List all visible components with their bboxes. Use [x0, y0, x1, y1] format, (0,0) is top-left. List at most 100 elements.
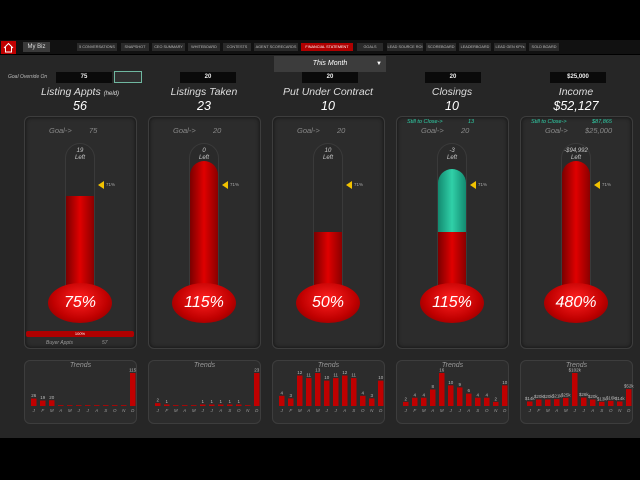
- trend-svg-2: 4 J 3 F 12 M 11 A 13 M 10 J 11 J 12 A 11 S 4 O 3 N 10 D: [279, 368, 384, 413]
- trend-title-4: Trends: [565, 362, 588, 369]
- trend-data-label-2-10: 3: [370, 393, 373, 398]
- trend-data-label-4-10: $14k: [615, 396, 626, 401]
- closings-title: Closings: [392, 86, 512, 98]
- put-under-contract-percent: 50%: [296, 283, 360, 323]
- trend-data-label-2-9: 4: [361, 390, 364, 395]
- home-button[interactable]: [1, 41, 16, 54]
- put-under-contract-title: Put Under Contract: [268, 86, 388, 98]
- income-goal-value: $25,000: [585, 126, 613, 135]
- trend-title-0: Trends: [69, 362, 92, 369]
- listings-taken-left-word: Left: [198, 155, 209, 161]
- trend-month-label-3-7: A: [466, 408, 470, 413]
- income-thermometer: [561, 143, 591, 303]
- trend-month-label-2-11: D: [379, 408, 383, 413]
- trend-title-1: Trends: [193, 362, 216, 369]
- put-under-contract-goal-box[interactable]: 20: [302, 72, 358, 83]
- nav-tab-4[interactable]: CONTESTS: [223, 43, 251, 51]
- trend-data-label-1-7: 1: [219, 399, 222, 404]
- trend-data-label-4-6: $26k: [579, 392, 590, 397]
- trend-month-label-3-0: J: [404, 408, 408, 413]
- my-biz-button[interactable]: My Biz: [23, 42, 50, 52]
- trend-data-label-4-7: $20k: [588, 394, 599, 399]
- trend-data-label-2-7: 12: [342, 370, 348, 375]
- put-under-contract-marker-label: 71%: [354, 182, 364, 187]
- nav-tab-5[interactable]: AGENT SCORECARDS: [254, 43, 298, 51]
- trend-data-label-2-0: 4: [280, 390, 283, 395]
- trend-bar-1-9: [236, 404, 242, 406]
- trend-data-label-3-3: 8: [431, 384, 434, 389]
- nav-tab-2[interactable]: CEO SUMMARY: [152, 43, 185, 51]
- listings-taken-percent: 115%: [172, 283, 236, 323]
- trend-month-label-0-9: O: [113, 408, 117, 413]
- trend-month-label-4-5: J: [573, 408, 577, 413]
- nav-tab-6[interactable]: FINANCIAL STATEMENT: [301, 43, 353, 51]
- nav-tab-9[interactable]: SCOREBOARD: [426, 43, 456, 51]
- listing-appts-goal-marker-icon: [98, 181, 104, 189]
- closings-still-value: 13: [468, 119, 475, 125]
- trend-data-label-1-0: 2: [156, 398, 159, 403]
- trend-month-label-4-8: S: [600, 408, 603, 413]
- trend-month-label-1-11: D: [255, 408, 259, 413]
- trend-data-label-4-3: $21k: [552, 394, 563, 399]
- closings-value: 10: [445, 99, 459, 113]
- goal-override-value[interactable]: 75: [56, 72, 112, 83]
- income-goal-box[interactable]: $25,000: [550, 72, 606, 83]
- nav-tab-0[interactable]: 5 CONVERSATIONS: [77, 43, 117, 51]
- trend-data-label-3-5: 10: [448, 380, 454, 385]
- period-select[interactable]: This Month ▼: [274, 56, 386, 72]
- trend-month-label-4-2: M: [546, 408, 550, 413]
- trend-month-label-1-2: M: [174, 408, 178, 413]
- trend-data-label-1-9: 1: [237, 399, 240, 404]
- trend-title-2: Trends: [317, 362, 340, 369]
- trend-data-label-4-1: $20k: [534, 394, 545, 399]
- trend-bar-4-4: [563, 397, 569, 406]
- trend-month-label-1-5: J: [201, 408, 205, 413]
- trend-month-label-4-4: M: [564, 408, 568, 413]
- trend-data-label-1-8: 1: [228, 399, 231, 404]
- trend-bar-0-8: [103, 405, 109, 406]
- trend-bar-2-0: [279, 395, 285, 406]
- trend-bar-4-6: [581, 397, 587, 406]
- closings-thermometer: [437, 143, 467, 303]
- trend-data-label-4-2: $20k: [543, 394, 554, 399]
- nav-tab-10[interactable]: LEADERBOARD: [459, 43, 491, 51]
- closings-goal-box[interactable]: 20: [425, 72, 481, 83]
- trend-month-label-2-1: F: [289, 408, 292, 413]
- listing-appts-extra-bar: 100%: [26, 331, 134, 337]
- trend-month-label-1-10: N: [246, 408, 250, 413]
- trend-bar-4-5: [572, 373, 578, 406]
- closings-percent: 115%: [420, 283, 484, 323]
- income-left-word: Left: [570, 155, 581, 161]
- listing-appts-left-word: Left: [74, 155, 85, 161]
- nav-tab-7[interactable]: GOALS: [357, 43, 383, 51]
- trend-month-label-0-0: J: [32, 408, 36, 413]
- trend-bar-3-3: [430, 389, 436, 406]
- trend-bar-3-10: [493, 401, 499, 406]
- closings-left-value: -3: [449, 148, 455, 154]
- nav-tab-12[interactable]: SOLD BOARD: [529, 43, 559, 51]
- trend-svg-3: 2 J 4 F 4 M 8 A 16 M 10 J 9 J 6 A 4 S 4 O 2 N 10 D: [403, 368, 508, 413]
- trend-month-label-0-2: M: [50, 408, 54, 413]
- income-goal-label: Goal->: [545, 126, 568, 135]
- listings-taken-title: Listings Taken: [144, 86, 264, 98]
- income-title: Income: [516, 86, 636, 98]
- listings-taken-goal-value: 20: [213, 126, 222, 135]
- trend-month-label-0-6: J: [86, 408, 90, 413]
- trend-bar-1-4: [191, 405, 197, 406]
- nav-tab-8[interactable]: LEAD SOURCE ROI: [387, 43, 423, 51]
- trend-bar-4-0: [527, 401, 533, 406]
- nav-tab-1[interactable]: SNAPSHOT: [121, 43, 149, 51]
- trend-month-label-2-8: S: [352, 408, 355, 413]
- trend-month-label-0-4: M: [68, 408, 72, 413]
- trend-data-label-2-3: 11: [306, 373, 311, 378]
- nav-tab-3[interactable]: WHITEBOARD: [188, 43, 220, 51]
- nav-tab-11[interactable]: LEAD GEN KPI's: [494, 43, 526, 51]
- trend-bar-1-8: [227, 404, 233, 406]
- trend-bar-3-1: [412, 397, 418, 406]
- trend-data-label-0-0: 26: [31, 393, 37, 398]
- goal-override-selected-cell[interactable]: [114, 71, 142, 83]
- listings-taken-goal-box[interactable]: 20: [180, 72, 236, 83]
- trend-bar-3-4: [439, 373, 445, 406]
- trend-bar-1-7: [218, 404, 224, 406]
